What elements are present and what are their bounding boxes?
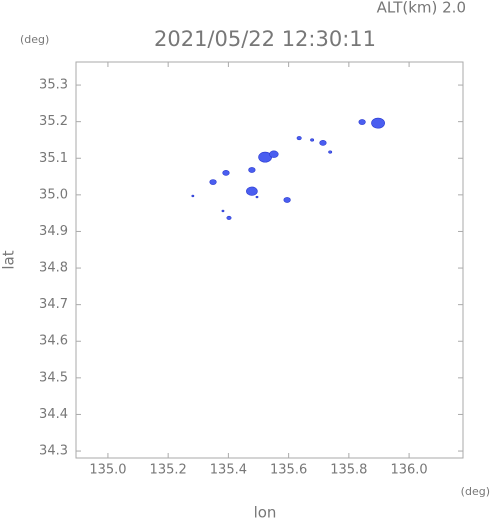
echo-blob bbox=[319, 140, 327, 146]
chart-title: 2021/05/22 12:30:11 bbox=[154, 27, 376, 51]
y-unit: (deg) bbox=[20, 33, 49, 46]
echo-blob bbox=[222, 170, 230, 176]
plot-frame bbox=[75, 61, 464, 459]
x-unit: (deg) bbox=[461, 485, 490, 498]
echo-blob bbox=[221, 209, 225, 213]
x-tick-label: 136.0 bbox=[390, 463, 427, 478]
altitude-label: ALT(km) 2.0 bbox=[377, 0, 466, 17]
y-tick-label: 34.3 bbox=[39, 444, 68, 459]
y-tick-label: 34.5 bbox=[39, 370, 68, 385]
echo-blob bbox=[255, 195, 259, 199]
y-tick-label: 34.8 bbox=[39, 261, 68, 276]
x-tick-label: 135.0 bbox=[89, 463, 126, 478]
echo-blob bbox=[371, 117, 385, 129]
echo-blob bbox=[283, 197, 291, 203]
echo-blob bbox=[358, 119, 366, 125]
echo-blob bbox=[310, 138, 315, 142]
x-tick-label: 135.4 bbox=[210, 463, 247, 478]
echo-blob bbox=[248, 167, 256, 173]
y-axis-label: lat bbox=[0, 250, 18, 269]
y-tick-label: 34.4 bbox=[39, 407, 68, 422]
echo-blob bbox=[191, 194, 195, 198]
echo-blob bbox=[246, 186, 258, 196]
x-tick-label: 135.6 bbox=[270, 463, 307, 478]
y-tick-label: 35.3 bbox=[39, 78, 68, 93]
y-tick-label: 34.9 bbox=[39, 224, 68, 239]
echo-blob bbox=[209, 179, 217, 185]
y-tick-label: 34.7 bbox=[39, 297, 68, 312]
y-tick-label: 34.6 bbox=[39, 334, 68, 349]
echo-blob bbox=[269, 150, 279, 158]
x-tick-label: 135.2 bbox=[150, 463, 187, 478]
echo-blob bbox=[296, 136, 302, 141]
echo-blob bbox=[328, 150, 333, 154]
echo-blob bbox=[226, 215, 232, 220]
x-tick-label: 135.8 bbox=[330, 463, 367, 478]
y-tick-label: 35.1 bbox=[39, 151, 68, 166]
x-axis-label: lon bbox=[254, 504, 277, 521]
y-tick-label: 35.2 bbox=[39, 114, 68, 129]
y-tick-label: 35.0 bbox=[39, 187, 68, 202]
